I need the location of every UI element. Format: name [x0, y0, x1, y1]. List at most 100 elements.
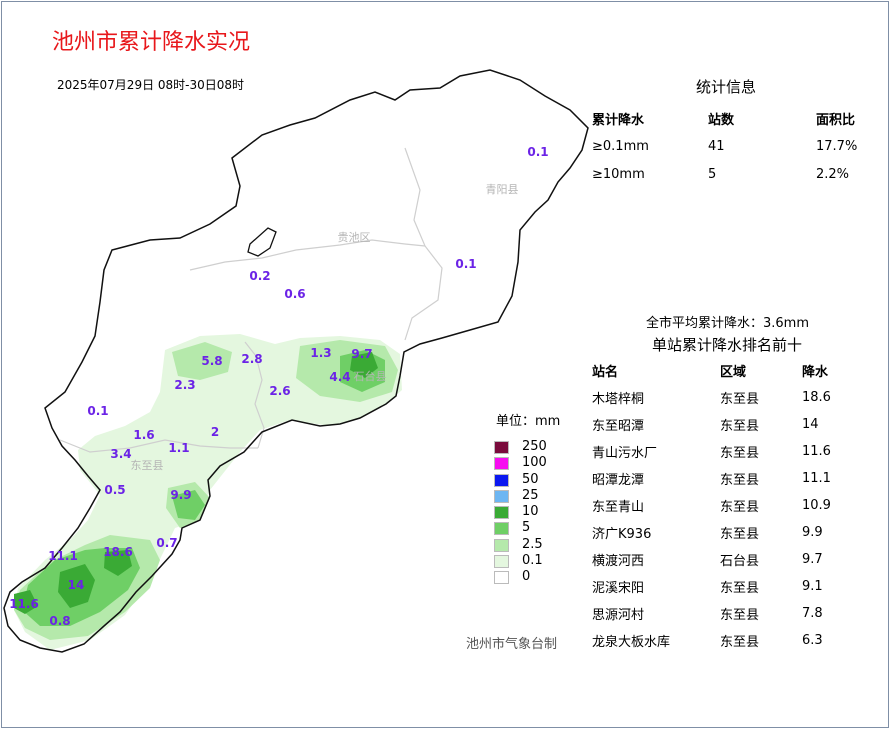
ranking-header-row: 站名 区域 降水: [592, 357, 831, 384]
station-value: 0.5: [104, 483, 125, 497]
station-value: 2: [211, 425, 219, 439]
legend-swatch: [494, 473, 509, 487]
station-value: 9.9: [170, 488, 191, 502]
station-value: 0.8: [49, 614, 70, 628]
stats-cell: ≥10mm: [592, 166, 645, 182]
date-range: 2025年07月29日 08时-30日08时: [57, 78, 245, 92]
station-value: 9.7: [351, 347, 372, 361]
legend-label: 0.1: [522, 553, 543, 569]
station-region: 石台县: [720, 554, 760, 569]
station-region: 东至县: [720, 500, 760, 515]
legend-swatch: [494, 457, 509, 471]
station-name: 木塔梓桐: [592, 392, 645, 407]
station-value: 1.3: [310, 346, 331, 360]
ranking-header: 站名: [592, 365, 619, 380]
legend-unit: 单位：mm: [496, 414, 561, 429]
stats-cell: 17.7%: [816, 138, 858, 154]
district-label-qingyang: 青阳县: [486, 183, 519, 196]
city-average: 全市平均累计降水：3.6mm: [646, 316, 810, 331]
rain-area-10-b: [104, 550, 132, 576]
district-label-guichi: 贵池区: [338, 231, 371, 244]
station-rainfall: 18.6: [802, 390, 831, 405]
island-boundary: [247, 227, 277, 257]
station-rainfall: 11.6: [802, 444, 831, 459]
station-value: 11.1: [48, 549, 78, 563]
station-name: 思源河村: [592, 608, 645, 623]
station-region: 东至县: [720, 473, 760, 488]
ranking-row: 济广K936 东至县 9.9: [592, 519, 831, 546]
station-rainfall: 6.3: [802, 633, 823, 648]
ranking-title: 单站累计降水排名前十: [652, 336, 803, 354]
ranking-header: 降水: [802, 365, 829, 380]
legend-label: 25: [522, 487, 539, 503]
station-rainfall: 11.1: [802, 471, 831, 486]
ranking-row: 东至昭潭 东至县 14: [592, 411, 831, 438]
ranking-row: 思源河村 东至县 7.8: [592, 600, 831, 627]
ranking-row: 横渡河西 石台县 9.7: [592, 546, 831, 573]
ranking-table: 站名 区域 降水 木塔梓桐 东至县 18.6 东至昭潭 东至县 14 青山污水厂 东至县 1…: [592, 357, 831, 654]
legend-label: 2.5: [522, 536, 543, 552]
stats-header: 站数: [708, 112, 735, 128]
station-rainfall: 9.7: [802, 552, 823, 567]
station-name: 东至青山: [592, 500, 645, 515]
legend-label: 250: [522, 439, 547, 454]
rain-area-10-c: [14, 590, 38, 614]
station-value: 4.4: [329, 370, 350, 384]
station-name: 泥溪宋阳: [592, 581, 645, 596]
stats-cell: ≥0.1mm: [592, 138, 649, 154]
station-value: 0.2: [249, 269, 270, 283]
station-region: 东至县: [720, 581, 760, 596]
station-values: 0.1 0.2 0.6 0.1 5.8 2.8 1.3 9.7 2.3 2.6 …: [9, 145, 548, 628]
station-rainfall: 9.9: [802, 525, 823, 540]
station-value: 0.7: [156, 536, 177, 550]
legend-label: 0: [522, 569, 531, 585]
rain-area-5-mid: [172, 490, 205, 520]
station-name: 昭潭龙潭: [592, 473, 645, 488]
station-rainfall: 7.8: [802, 606, 823, 621]
ranking-row: 青山污水厂 东至县 11.6: [592, 438, 831, 465]
legend-swatch: [494, 506, 509, 520]
legend-swatch: [494, 538, 509, 552]
ranking-row: 龙泉大板水库 东至县 6.3: [592, 627, 831, 654]
map-title: 池州市累计降水实况: [52, 30, 251, 55]
station-rainfall: 9.1: [802, 579, 823, 594]
stats-row: ≥0.1mm 41 17.7%: [592, 132, 857, 160]
station-region: 东至县: [720, 392, 760, 407]
station-rainfall: 14: [802, 417, 819, 432]
legend-label: 100: [522, 455, 547, 471]
legend-swatch: [494, 441, 509, 454]
station-value: 14: [68, 578, 85, 592]
legend-swatch: [494, 555, 509, 569]
stats-header: 面积比: [816, 112, 856, 128]
rainfall-shading: [14, 334, 402, 650]
district-label-shitai: 石台县: [354, 369, 387, 383]
station-value: 5.8: [201, 354, 222, 368]
stats-header: 累计降水: [592, 112, 645, 128]
station-rainfall: 10.9: [802, 498, 831, 513]
station-value: 11.6: [9, 597, 39, 611]
station-region: 东至县: [720, 608, 760, 623]
stats-header-row: 累计降水 站数 面积比: [592, 104, 857, 132]
legend-label: 5: [522, 520, 531, 536]
ranking-row: 泥溪宋阳 东至县 9.1: [592, 573, 831, 600]
station-region: 东至县: [720, 635, 760, 650]
credit-text: 池州市气象台制: [466, 637, 558, 652]
rain-area-10: [58, 564, 95, 608]
ranking-row: 昭潭龙潭 东至县 11.1: [592, 465, 831, 492]
ranking-row: 东至青山 东至县 10.9: [592, 492, 831, 519]
stats-title: 统计信息: [696, 78, 757, 96]
station-value: 0.6: [284, 287, 305, 301]
rain-area-10-d: [350, 352, 378, 378]
district-labels: 贵池区 青阳县 东至县 石台县: [131, 183, 519, 472]
stats-cell: 41: [708, 138, 725, 154]
legend-swatch: [494, 522, 509, 536]
district-label-dongzhi: 东至县: [131, 459, 164, 472]
rain-area-2p5-north: [172, 342, 232, 380]
city-boundary: [3, 69, 589, 653]
station-name: 龙泉大板水库: [592, 635, 671, 650]
station-value: 2.6: [269, 384, 290, 398]
station-value: 18.6: [103, 545, 133, 559]
station-value: 0.1: [87, 404, 108, 418]
